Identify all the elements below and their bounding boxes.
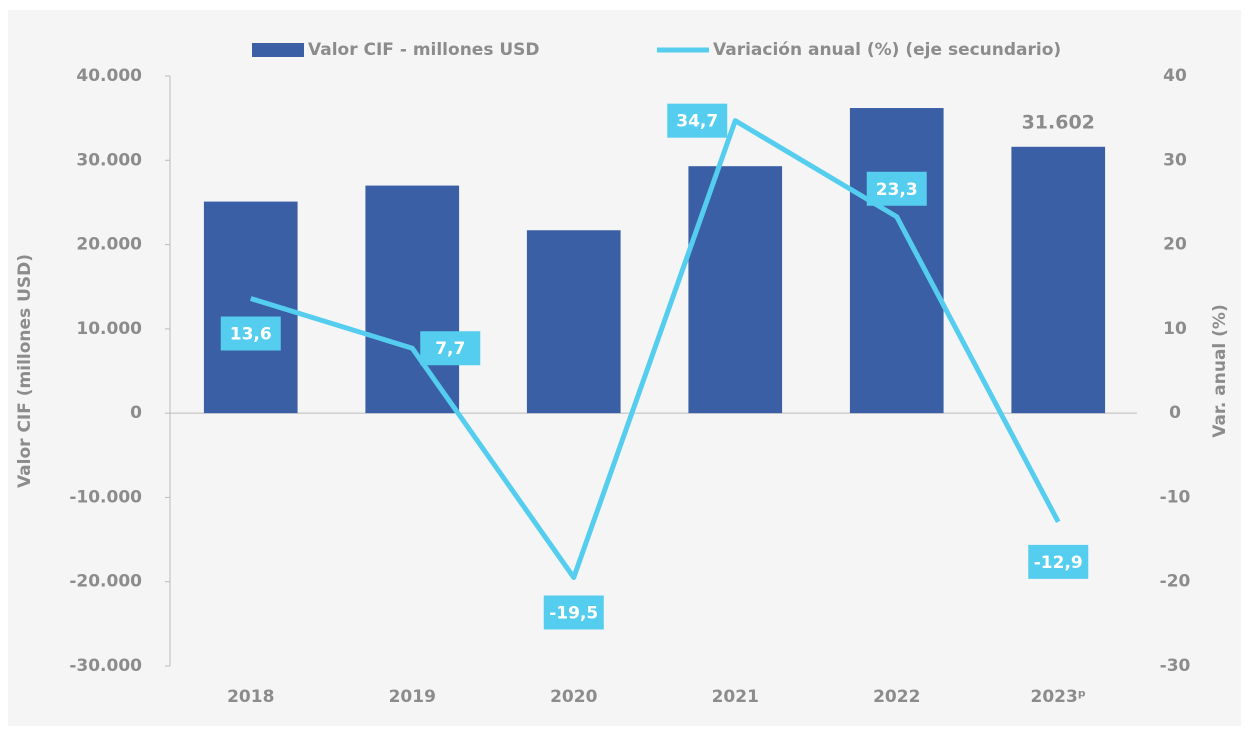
line: [250, 118, 1061, 580]
line-value-label: 7,7: [435, 339, 465, 359]
line-value-label: -19,5: [549, 604, 598, 624]
x-tick-label: 2020: [550, 687, 597, 707]
label-box: [1028, 544, 1089, 579]
y2-tick-label: -20: [1160, 572, 1191, 592]
bar: [849, 108, 944, 414]
y-tick-label: -10.000: [69, 487, 142, 507]
y2-tick-label: -10: [1160, 487, 1191, 507]
y-tick-label: 10.000: [76, 319, 142, 339]
x-tick-label: 2023ᵖ: [1031, 687, 1086, 707]
y-tick-label: -30.000: [69, 656, 142, 676]
label-box: [543, 595, 604, 630]
label-box: [866, 171, 927, 206]
bar: [688, 166, 783, 414]
y-axis-title: Valor CIF (millones USD): [15, 254, 35, 488]
y2-tick-label: 10: [1163, 319, 1187, 339]
line-value-label: 34,7: [676, 112, 718, 132]
x-tick-label: 2019: [389, 687, 436, 707]
label-box: [667, 103, 728, 138]
x-tick-label: 2021: [712, 687, 759, 707]
y-tick-label: 40.000: [76, 66, 142, 86]
bar: [526, 230, 621, 414]
y2-tick-label: 40: [1163, 66, 1187, 86]
x-tick-label: 2022: [873, 687, 920, 707]
label-box: [420, 331, 481, 366]
label-box: [220, 316, 281, 351]
legend-label: Variación anual (%) (eje secundario): [713, 40, 1061, 60]
y2-tick-label: 0: [1169, 403, 1181, 423]
line-value-label: 23,3: [876, 180, 918, 200]
legend-label: Valor CIF - millones USD: [308, 40, 540, 60]
y-tick-label: -20.000: [69, 572, 142, 592]
y-tick-label: 0: [130, 403, 142, 423]
bar: [1011, 146, 1106, 414]
y2-tick-label: 30: [1163, 150, 1187, 170]
y-tick-label: 30.000: [76, 150, 142, 170]
line-value-label: -12,9: [1034, 553, 1083, 573]
y2-axis-title: Var. anual (%): [1210, 304, 1230, 438]
y2-tick-label: -30: [1160, 656, 1191, 676]
line-value-label: 13,6: [230, 325, 272, 345]
y2-tick-label: 20: [1163, 235, 1187, 255]
bar: [365, 185, 460, 414]
legend-swatch: [252, 43, 304, 57]
x-tick-label: 2018: [227, 687, 274, 707]
y-tick-label: 20.000: [76, 235, 142, 255]
bar-value-label: 31.602: [1022, 111, 1095, 133]
